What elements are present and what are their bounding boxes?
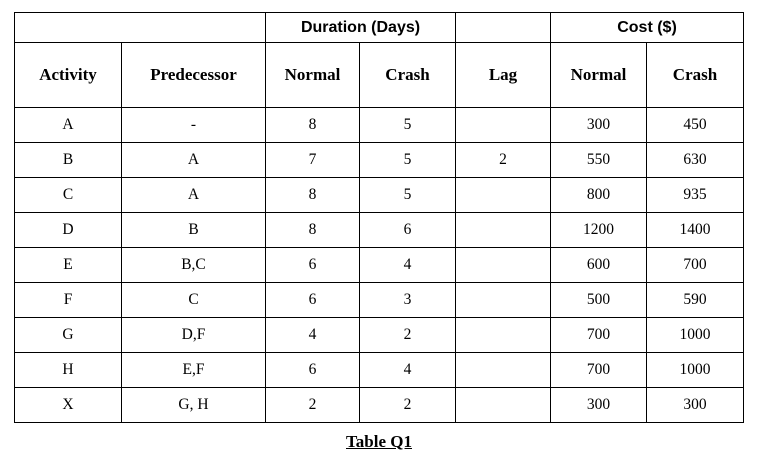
column-header-cost-normal: Normal [550, 42, 647, 108]
duration-crash-cell: 4 [359, 352, 456, 388]
table-row: H E,F 6 4 700 1000 [14, 352, 744, 388]
lag-cell: 2 [455, 142, 551, 178]
table-caption: Table Q1 [0, 432, 758, 452]
cost-crash-cell: 590 [646, 282, 744, 318]
duration-crash-cell: 4 [359, 247, 456, 283]
table-row: X G, H 2 2 300 300 [14, 387, 744, 423]
cost-crash-cell: 700 [646, 247, 744, 283]
duration-crash-cell: 2 [359, 317, 456, 353]
activity-cell: C [14, 177, 122, 213]
duration-normal-cell: 4 [265, 317, 360, 353]
column-header-row: Activity Predecessor Normal Crash Lag No… [14, 42, 744, 108]
activity-cell: A [14, 107, 122, 143]
cost-normal-cell: 1200 [550, 212, 647, 248]
cost-normal-cell: 600 [550, 247, 647, 283]
column-header-duration-normal: Normal [265, 42, 360, 108]
duration-normal-cell: 6 [265, 352, 360, 388]
duration-crash-cell: 5 [359, 142, 456, 178]
cost-normal-cell: 500 [550, 282, 647, 318]
duration-crash-cell: 5 [359, 177, 456, 213]
cost-normal-cell: 800 [550, 177, 647, 213]
column-header-cost-crash: Crash [646, 42, 744, 108]
predecessor-cell: D,F [121, 317, 266, 353]
activity-cell: G [14, 317, 122, 353]
lag-cell [455, 282, 551, 318]
lag-cell [455, 247, 551, 283]
duration-normal-cell: 8 [265, 177, 360, 213]
duration-normal-cell: 6 [265, 247, 360, 283]
column-header-duration-crash: Crash [359, 42, 456, 108]
table-row: C A 8 5 800 935 [14, 177, 744, 213]
predecessor-cell: C [121, 282, 266, 318]
duration-normal-cell: 8 [265, 212, 360, 248]
cost-crash-cell: 300 [646, 387, 744, 423]
table-row: B A 7 5 2 550 630 [14, 142, 744, 178]
activity-cell: X [14, 387, 122, 423]
cost-crash-cell: 1000 [646, 352, 744, 388]
cost-normal-cell: 700 [550, 317, 647, 353]
predecessor-cell: - [121, 107, 266, 143]
duration-crash-cell: 6 [359, 212, 456, 248]
table-row: G D,F 4 2 700 1000 [14, 317, 744, 353]
column-header-lag: Lag [455, 42, 551, 108]
table-row: D B 8 6 1200 1400 [14, 212, 744, 248]
predecessor-cell: A [121, 177, 266, 213]
cost-crash-cell: 630 [646, 142, 744, 178]
column-header-activity: Activity [14, 42, 122, 108]
cost-normal-cell: 550 [550, 142, 647, 178]
column-header-predecessor: Predecessor [121, 42, 266, 108]
duration-normal-cell: 2 [265, 387, 360, 423]
lag-cell [455, 317, 551, 353]
table-row: E B,C 6 4 600 700 [14, 247, 744, 283]
duration-normal-cell: 7 [265, 142, 360, 178]
cost-crash-cell: 1400 [646, 212, 744, 248]
predecessor-cell: B,C [121, 247, 266, 283]
cost-crash-cell: 450 [646, 107, 744, 143]
lag-cell [455, 212, 551, 248]
cost-crash-cell: 935 [646, 177, 744, 213]
cost-normal-cell: 700 [550, 352, 647, 388]
predecessor-cell: A [121, 142, 266, 178]
cost-crash-cell: 1000 [646, 317, 744, 353]
activity-cell: D [14, 212, 122, 248]
predecessor-cell: E,F [121, 352, 266, 388]
lag-cell [455, 387, 551, 423]
activity-cell: H [14, 352, 122, 388]
lag-cell [455, 107, 551, 143]
duration-crash-cell: 2 [359, 387, 456, 423]
predecessor-cell: G, H [121, 387, 266, 423]
activity-cell: B [14, 142, 122, 178]
duration-normal-cell: 8 [265, 107, 360, 143]
activity-cell: F [14, 282, 122, 318]
group-header-duration: Duration (Days) [265, 12, 456, 43]
table-row: A - 8 5 300 450 [14, 107, 744, 143]
activity-cell: E [14, 247, 122, 283]
group-header-lag-blank [455, 12, 551, 43]
group-header-blank [14, 12, 266, 43]
table-row: F C 6 3 500 590 [14, 282, 744, 318]
cost-normal-cell: 300 [550, 107, 647, 143]
lag-cell [455, 352, 551, 388]
cost-normal-cell: 300 [550, 387, 647, 423]
group-header-row: Duration (Days) Cost ($) [14, 12, 744, 43]
lag-cell [455, 177, 551, 213]
activity-table: Duration (Days) Cost ($) Activity Predec… [14, 12, 744, 423]
table-caption-text: Table Q1 [346, 432, 412, 451]
duration-normal-cell: 6 [265, 282, 360, 318]
group-header-cost: Cost ($) [550, 12, 744, 43]
duration-crash-cell: 5 [359, 107, 456, 143]
duration-crash-cell: 3 [359, 282, 456, 318]
predecessor-cell: B [121, 212, 266, 248]
